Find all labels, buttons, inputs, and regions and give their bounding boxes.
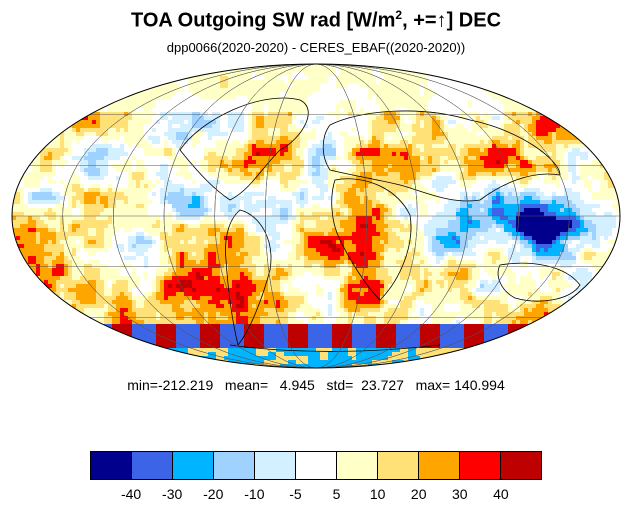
colorbar-tick-label: 20: [410, 486, 427, 502]
colorbar-tick-label: -20: [203, 486, 224, 502]
colorbar-tick-label: 5: [332, 486, 341, 502]
colorbar-swatch: [255, 452, 296, 479]
colorbar-tick-label: -30: [162, 486, 183, 502]
colorbar-tick-label: -5: [289, 486, 302, 502]
colorbar-tick-label: 40: [493, 486, 509, 502]
mollweide-map: [11, 63, 621, 369]
plot-subtitle: dpp0066(2020-2020) - CERES_EBAF((2020-20…: [166, 40, 466, 55]
map-border: [11, 63, 621, 369]
colorbar-swatch: [501, 452, 541, 479]
colorbar-swatch: [173, 452, 214, 479]
colorbar-tick-label: 30: [452, 486, 468, 502]
colorbar-tick-label: -40: [120, 486, 142, 502]
plot-title: TOA Outgoing SW rad [W/m2, +=↑] DEC: [130, 8, 502, 32]
colorbar-swatch: [91, 452, 132, 479]
colorbar-swatch: [132, 452, 173, 479]
colorbar-tick-label: -10: [244, 486, 265, 502]
colorbar-swatch: [296, 452, 337, 479]
colorbar-swatch: [378, 452, 419, 479]
colorbar-swatch: [214, 452, 255, 479]
colorbar-swatch: [337, 452, 378, 479]
colorbar-swatch: [460, 452, 501, 479]
colorbar-swatch: [419, 452, 460, 479]
statistics-line: min=-212.219 mean= 4.945 std= 23.727 max…: [127, 377, 505, 393]
graticule: [12, 64, 620, 368]
colorbar-tick-label: 10: [369, 486, 386, 502]
colorbar: [90, 451, 542, 480]
